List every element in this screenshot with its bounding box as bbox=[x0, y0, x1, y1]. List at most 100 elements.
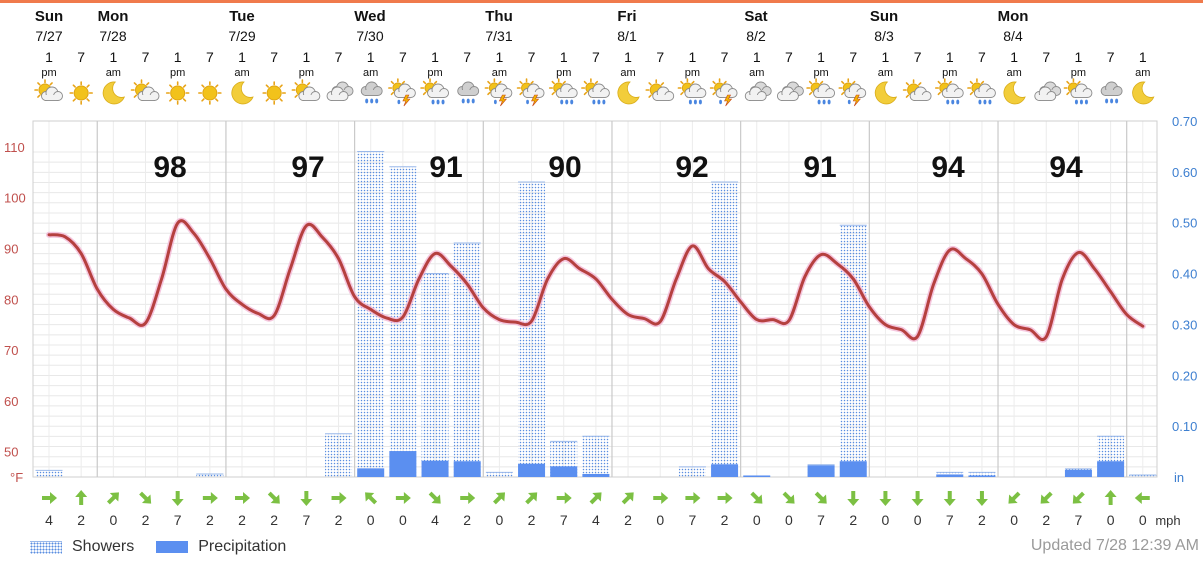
wind-arrow-icon bbox=[171, 491, 184, 506]
partly-sunny-icon bbox=[902, 79, 932, 101]
wind-speed-label: 0 bbox=[399, 512, 407, 528]
cloud-base bbox=[591, 92, 605, 98]
partly-sunny-icon bbox=[645, 79, 675, 101]
wind-arrow-icon bbox=[717, 492, 733, 504]
wind-speed-label: 0 bbox=[882, 512, 890, 528]
cloud-base bbox=[397, 92, 411, 98]
precip-bars bbox=[35, 150, 1157, 477]
wind-speed-label: 7 bbox=[560, 512, 568, 528]
rain-drop bbox=[822, 99, 826, 105]
sun-ray bbox=[215, 98, 219, 102]
precip-bar bbox=[357, 468, 385, 477]
daily-high-label: 91 bbox=[803, 151, 836, 184]
daily-high-label: 91 bbox=[429, 151, 462, 184]
rain-cloud-icon bbox=[360, 81, 383, 104]
rain-drop bbox=[1074, 99, 1078, 105]
hour-label: 1 bbox=[817, 49, 825, 65]
right-axis: 0.70 0.60 0.50 0.40 0.30 0.20 0.10 in bbox=[1172, 114, 1197, 485]
hour-ampm-label: pm bbox=[556, 67, 571, 79]
hour-ampm-label: pm bbox=[170, 67, 185, 79]
top-accent-bar bbox=[0, 0, 1203, 3]
sun-ray bbox=[215, 84, 219, 88]
daily-high-label: 97 bbox=[291, 151, 324, 184]
showers-swatch bbox=[30, 540, 62, 554]
day-name-label: Tue bbox=[229, 8, 255, 25]
hour-label: 1 bbox=[302, 49, 310, 65]
wind-arrow-shape bbox=[814, 491, 827, 504]
wind-arrow-shape bbox=[943, 491, 956, 506]
moon-icon bbox=[102, 81, 126, 105]
sun-ray bbox=[487, 91, 491, 96]
hour-label: 7 bbox=[849, 49, 857, 65]
rain-drop bbox=[978, 99, 982, 105]
right-tick-label: 0.50 bbox=[1172, 216, 1197, 231]
thunderstorm-icon bbox=[838, 78, 867, 107]
sun-ray bbox=[72, 84, 76, 88]
sun-ray bbox=[937, 80, 941, 85]
wind-arrow-icon bbox=[1040, 491, 1053, 504]
wind-speed-label: 0 bbox=[656, 512, 664, 528]
wind-arrow-shape bbox=[653, 492, 669, 504]
precip-bar bbox=[968, 475, 996, 477]
day-name-label: Thu bbox=[485, 8, 513, 25]
sun-icon bbox=[262, 81, 286, 105]
showers-bar bbox=[325, 433, 353, 477]
wind-arrow-shape bbox=[879, 491, 892, 506]
wind-speed-label: 2 bbox=[270, 512, 278, 528]
wind-arrow-shape bbox=[42, 492, 57, 504]
weather-icons bbox=[34, 78, 1155, 107]
moon-crescent bbox=[1132, 81, 1155, 105]
precip-bar bbox=[743, 475, 771, 477]
wind-speed-label: 2 bbox=[77, 512, 85, 528]
day-date-label: 8/2 bbox=[746, 28, 766, 44]
left-tick-label: 60 bbox=[4, 394, 18, 409]
sun-ray bbox=[594, 80, 599, 85]
wind-speed-label: 2 bbox=[206, 512, 214, 528]
sun-ray bbox=[401, 80, 406, 85]
rain-drop bbox=[560, 99, 564, 105]
hour-ampm-label: am bbox=[106, 67, 121, 79]
hour-label: 7 bbox=[1042, 49, 1050, 65]
day-name-label: Sun bbox=[870, 8, 898, 25]
rain-drop bbox=[526, 99, 529, 105]
wind-unit-label: mph bbox=[1155, 513, 1180, 528]
hour-label: 1 bbox=[174, 49, 182, 65]
sun-ray bbox=[937, 91, 941, 96]
sun-ray bbox=[905, 94, 910, 98]
wind-arrow-shape bbox=[75, 490, 88, 505]
cloudy-icon bbox=[1034, 81, 1062, 101]
daily-high-label: 92 bbox=[675, 151, 708, 184]
precip-bar bbox=[839, 461, 867, 477]
showers-bar bbox=[421, 273, 449, 477]
hour-label: 7 bbox=[785, 49, 793, 65]
wind-arrow-icon bbox=[685, 492, 701, 504]
hour-label: 7 bbox=[206, 49, 214, 65]
wind-arrow-icon bbox=[943, 491, 956, 506]
cloud-base bbox=[45, 95, 58, 101]
sun-ray bbox=[583, 91, 588, 96]
daily-high-label: 98 bbox=[153, 151, 186, 184]
rain-drop bbox=[988, 99, 992, 105]
hour-label: 1 bbox=[882, 49, 890, 65]
right-tick-label: 0.10 bbox=[1172, 419, 1197, 434]
precip-bar bbox=[936, 474, 964, 477]
legend: Showers Precipitation bbox=[30, 536, 286, 558]
daily-high-labels: 98 97 91 90 92 91 94 94 bbox=[153, 151, 1083, 184]
wind-arrow-shape bbox=[975, 491, 988, 506]
rain-drop bbox=[565, 99, 569, 105]
wind-arrow-shape bbox=[1072, 491, 1085, 504]
sun-ray bbox=[201, 84, 205, 88]
hour-label: 1 bbox=[946, 49, 954, 65]
showers-bar bbox=[711, 182, 739, 477]
rain-cloud-icon bbox=[457, 81, 480, 104]
wind-speed-label: 0 bbox=[1107, 512, 1115, 528]
wind-arrow-icon bbox=[911, 491, 924, 506]
partly-sunny-rain-icon bbox=[420, 78, 449, 105]
temperature-line-path bbox=[47, 219, 1145, 342]
rain-drop bbox=[688, 99, 692, 105]
day-name-label: Sat bbox=[744, 8, 767, 25]
sun-disc bbox=[266, 85, 282, 101]
day-name-label: Mon bbox=[98, 8, 129, 25]
hour-ampm-label: am bbox=[363, 67, 378, 79]
